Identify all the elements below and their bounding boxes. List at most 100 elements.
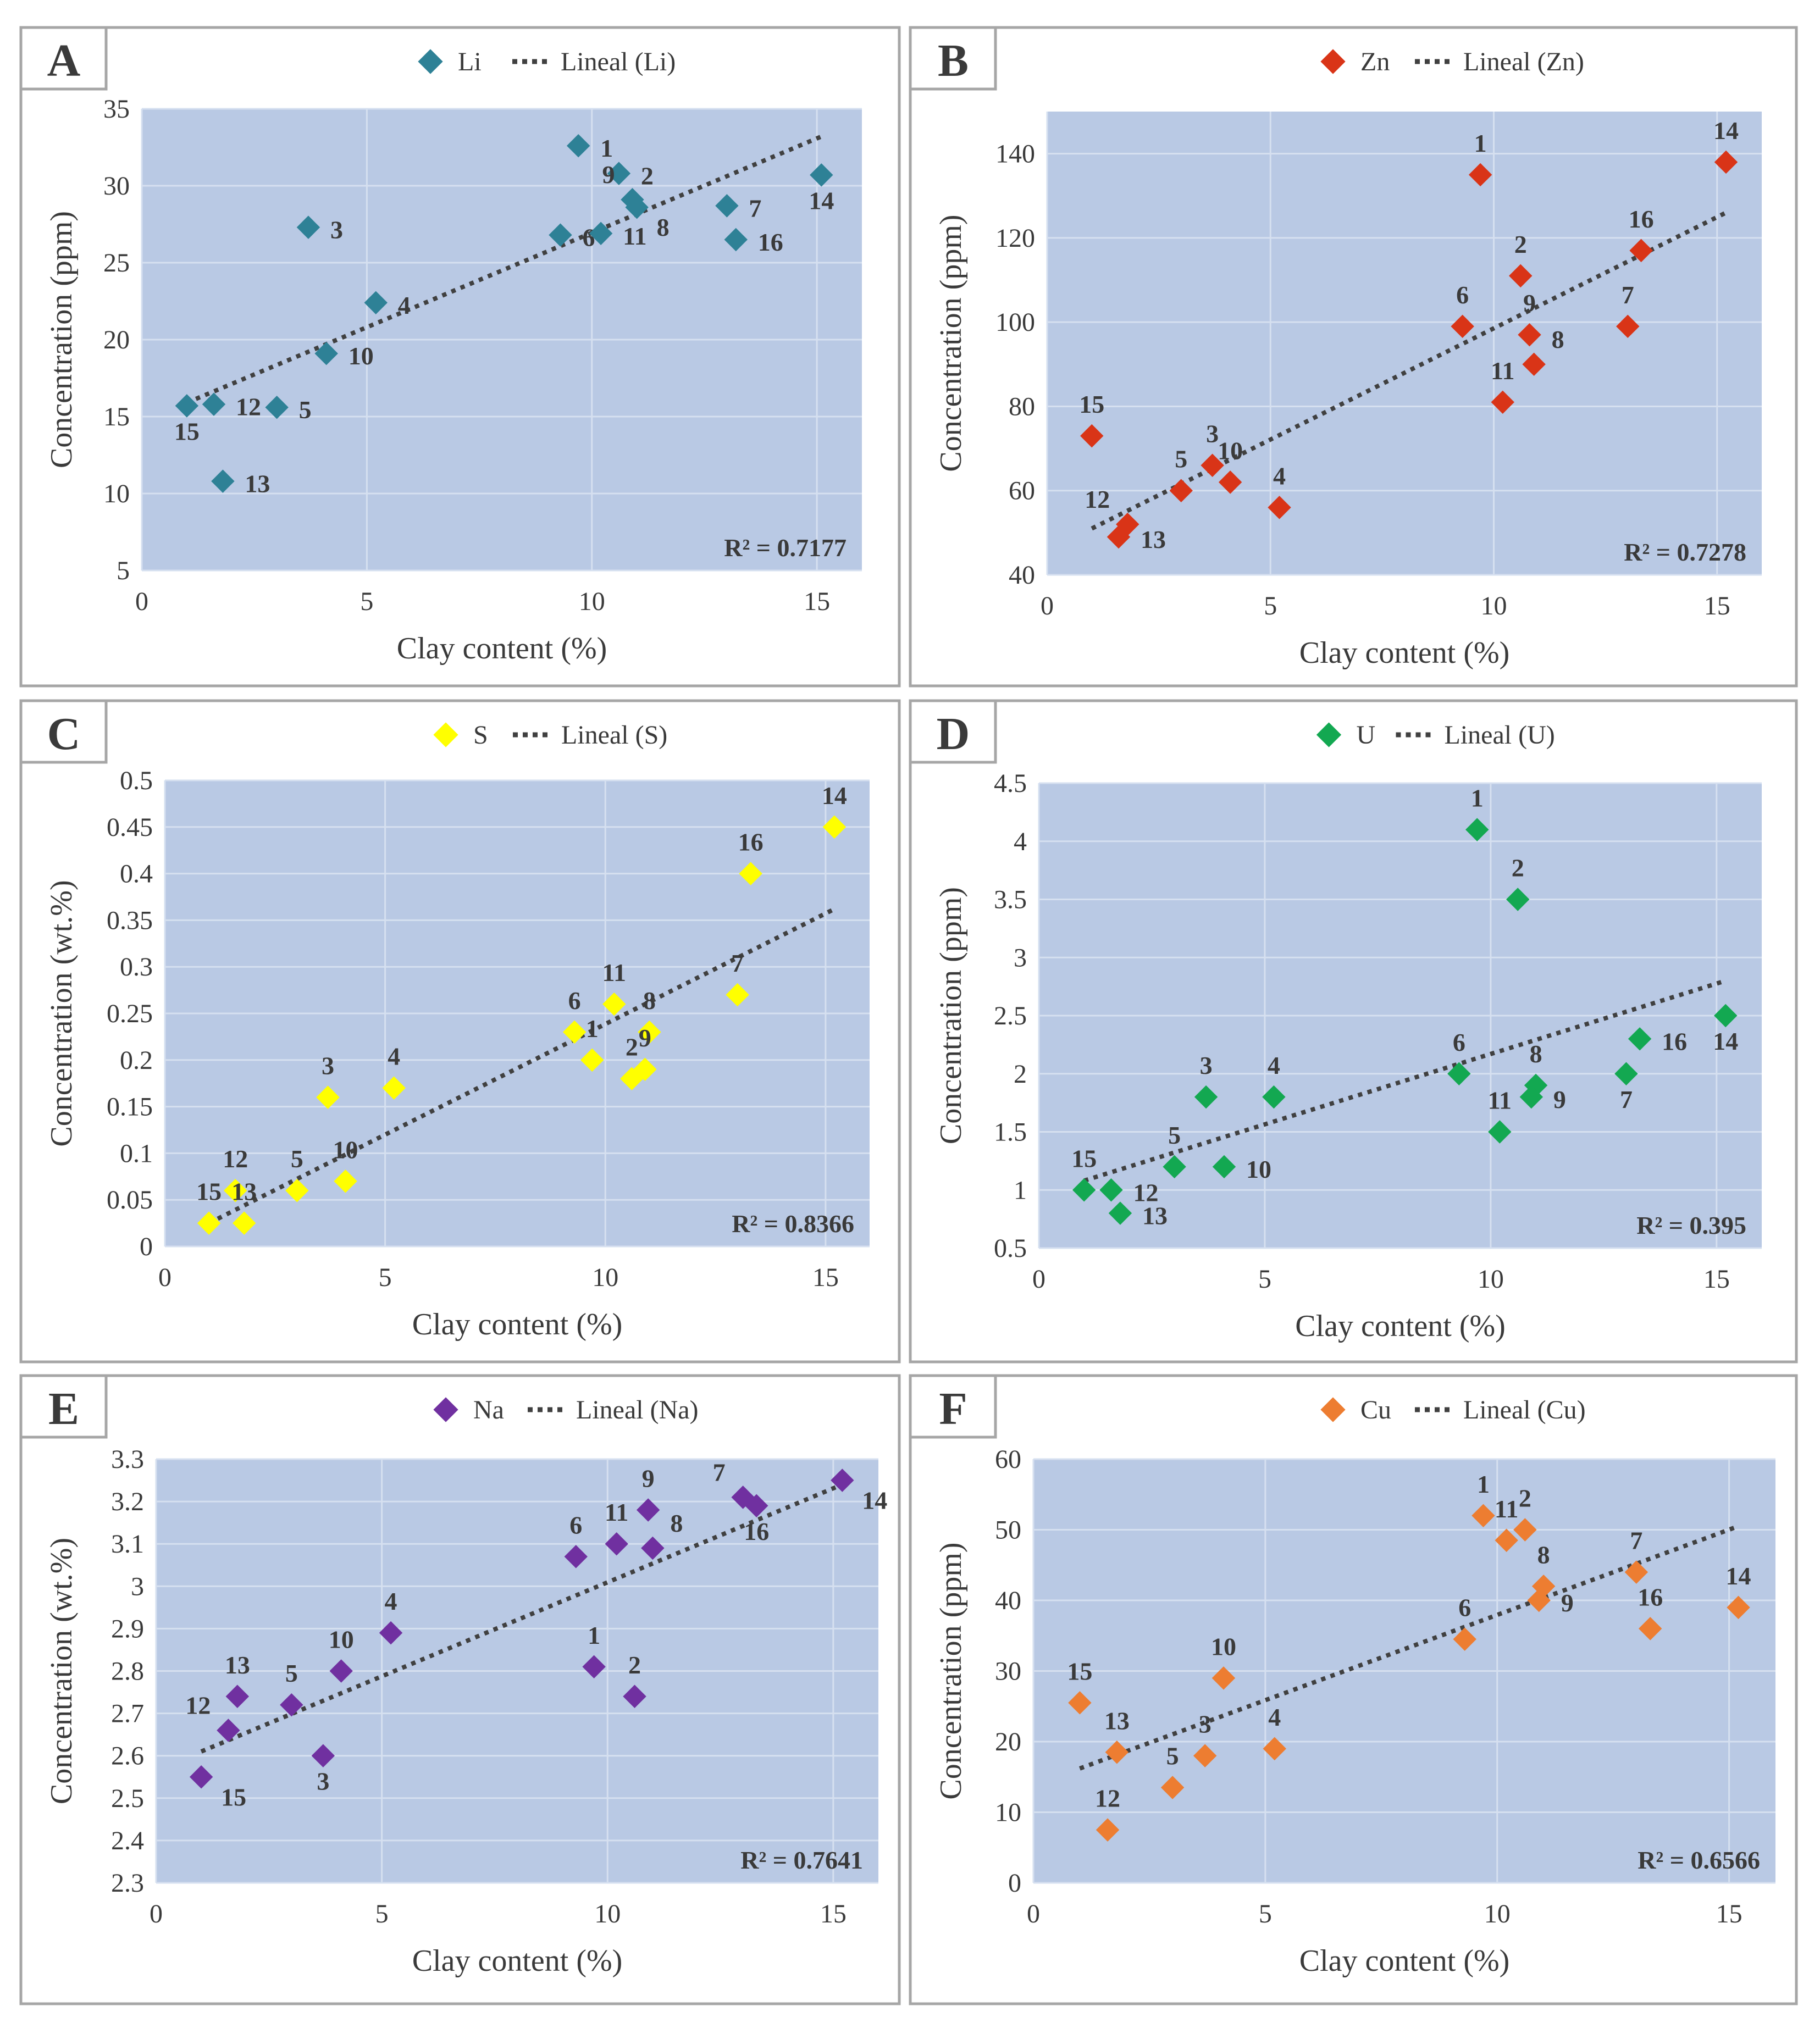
y-tick-label: 60 [995, 1445, 1021, 1474]
data-label-10: 10 [1246, 1155, 1271, 1183]
data-point-8 [641, 1536, 665, 1560]
y-tick-label: 5 [117, 556, 130, 585]
legend-label: Na [473, 1395, 504, 1425]
panel-label: B [938, 35, 969, 86]
y-tick-label: 10 [103, 479, 130, 508]
r-squared-label: R² = 0.7641 [740, 1846, 863, 1874]
data-label-3: 3 [1199, 1710, 1212, 1738]
data-label-8: 8 [1552, 325, 1564, 353]
y-tick-label: 2.9 [111, 1614, 144, 1643]
y-tick-label: 4.5 [994, 769, 1027, 798]
y-tick-label: 40 [995, 1586, 1021, 1615]
data-point-9 [636, 1498, 660, 1522]
x-tick-label: 5 [1264, 591, 1277, 620]
data-point-4 [382, 1076, 406, 1100]
x-tick-label: 15 [1704, 591, 1730, 620]
legend-label: U [1357, 721, 1376, 750]
y-tick-label: 3 [1014, 943, 1027, 972]
data-point-16 [745, 1494, 768, 1518]
data-label-7: 7 [749, 194, 761, 222]
data-label-15: 15 [1071, 1144, 1097, 1172]
data-point-1 [580, 1048, 604, 1072]
legend-trend-label: Lineal (Na) [576, 1395, 699, 1425]
r-squared-label: R² = 0.395 [1636, 1211, 1746, 1239]
data-label-13: 13 [225, 1651, 250, 1679]
y-tick-label: 3.3 [111, 1445, 144, 1474]
y-tick-label: 0.05 [107, 1185, 153, 1215]
panel-label-box [909, 699, 997, 764]
data-label-3: 3 [1206, 420, 1219, 448]
panel-label: F [939, 1383, 967, 1434]
data-point-3 [316, 1085, 340, 1109]
y-axis-title: Concentration (ppm) [934, 214, 968, 472]
x-tick-label: 10 [592, 1263, 618, 1292]
y-tick-label: 35 [103, 95, 130, 124]
data-label-4: 4 [398, 291, 411, 319]
y-tick-label: 4 [1014, 827, 1027, 856]
x-axis-title: Clay content (%) [412, 1944, 623, 1978]
data-label-9: 9 [1561, 1589, 1574, 1617]
x-tick-label: 0 [158, 1263, 172, 1292]
data-label-16: 16 [1629, 205, 1654, 233]
x-axis-title: Clay content (%) [397, 631, 607, 666]
data-label-6: 6 [1453, 1028, 1465, 1056]
data-label-12: 12 [236, 393, 261, 421]
x-tick-label: 15 [812, 1263, 839, 1292]
x-tick-label: 5 [375, 1899, 389, 1928]
y-tick-label: 0.5 [120, 766, 153, 795]
x-tick-label: 15 [804, 587, 830, 616]
data-point-14 [822, 815, 847, 839]
y-tick-label: 2.8 [111, 1657, 144, 1686]
data-label-5: 5 [1168, 1121, 1181, 1149]
data-label-8: 8 [643, 986, 656, 1015]
x-tick-label: 10 [579, 587, 605, 616]
y-tick-label: 0.4 [120, 860, 153, 889]
data-label-11: 11 [1488, 1087, 1512, 1115]
legend-trend-label: Lineal (Li) [561, 47, 676, 76]
data-label-13: 13 [1142, 1202, 1168, 1230]
data-label-1: 1 [1471, 784, 1484, 812]
data-point-9 [633, 1057, 657, 1081]
y-tick-label: 1.5 [994, 1118, 1027, 1147]
data-point-7 [726, 983, 749, 1007]
data-label-1: 1 [588, 1621, 600, 1649]
panel-label: C [47, 708, 81, 760]
y-tick-label: 0.5 [994, 1234, 1027, 1263]
data-label-15: 15 [174, 417, 200, 445]
y-tick-label: 1 [1014, 1176, 1027, 1205]
y-tick-label: 2.5 [994, 1001, 1027, 1030]
data-label-4: 4 [385, 1587, 397, 1615]
y-tick-label: 0 [1008, 1869, 1021, 1898]
data-label-11: 11 [602, 958, 626, 986]
panel-label-box [19, 1374, 108, 1439]
data-point-2 [1506, 888, 1530, 911]
data-label-16: 16 [758, 228, 783, 256]
x-tick-label: 5 [379, 1263, 392, 1292]
r-squared-label: R² = 0.8366 [732, 1210, 854, 1238]
data-label-2: 2 [641, 162, 654, 190]
data-label-9: 9 [642, 1465, 655, 1493]
y-tick-label: 20 [995, 1727, 1021, 1756]
y-tick-label: 25 [103, 248, 130, 278]
legend-marker [1316, 722, 1342, 747]
data-label-12: 12 [1095, 1784, 1120, 1813]
y-axis-title: Concentration (wt.%) [45, 880, 79, 1146]
x-tick-label: 5 [360, 587, 373, 616]
data-label-12: 12 [1085, 485, 1110, 513]
data-point-8 [638, 1020, 661, 1044]
data-label-7: 7 [1630, 1527, 1642, 1555]
data-label-5: 5 [299, 396, 312, 424]
x-tick-label: 5 [1259, 1899, 1272, 1928]
data-label-3: 3 [317, 1767, 329, 1795]
x-axis-title: Clay content (%) [412, 1307, 623, 1342]
y-tick-label: 0.3 [120, 952, 153, 982]
data-label-3: 3 [1200, 1051, 1213, 1079]
x-tick-label: 10 [594, 1899, 621, 1928]
legend-label: Li [458, 47, 482, 76]
y-axis-title: Concentration (ppm) [934, 1542, 968, 1799]
data-label-7: 7 [1620, 1085, 1633, 1113]
x-tick-label: 0 [150, 1899, 163, 1928]
data-point-7 [1614, 1062, 1638, 1085]
data-point-16 [1628, 1027, 1652, 1051]
